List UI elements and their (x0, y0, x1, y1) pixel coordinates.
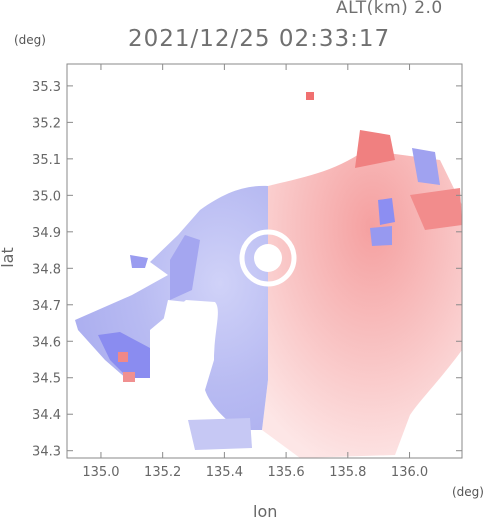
receding-echo-region (262, 150, 462, 458)
blue-small-cell (130, 255, 148, 268)
south-blue-patch (188, 418, 252, 450)
blue-embedded-cell-2 (370, 226, 392, 246)
y-tick-label: 34.7 (32, 299, 61, 314)
y-tick-label: 35.2 (32, 116, 61, 131)
timestamp-title: 2021/12/25 02:33:17 (128, 26, 391, 52)
y-tick-label: 35.1 (32, 153, 61, 168)
radar-center-hole (254, 244, 282, 272)
blue-streak-west (170, 235, 200, 300)
x-tick-label: 135.2 (144, 465, 181, 480)
x-tick-label: 135.6 (267, 465, 304, 480)
x-tick-label: 135.8 (329, 465, 366, 480)
y-axis-unit: (deg) (14, 33, 46, 47)
blue-embedded-cell-3 (412, 148, 440, 185)
red-small-cell-sw (118, 352, 128, 362)
x-axis-unit: (deg) (452, 485, 484, 499)
y-tick-label: 34.9 (32, 226, 61, 241)
y-tick-label: 34.6 (32, 335, 61, 350)
blue-embedded-cell-1 (378, 198, 395, 225)
y-tick-label: 34.4 (32, 408, 61, 423)
red-small-cell-sw2 (123, 372, 135, 382)
red-small-cell-n (306, 92, 314, 100)
x-tick-label: 136.0 (391, 465, 428, 480)
y-tick-label: 34.5 (32, 372, 61, 387)
altitude-label: ALT(km) 2.0 (336, 0, 443, 18)
strong-red-cell-north (355, 130, 395, 168)
axis-ticks: 135.0 135.2 135.4 135.6 135.8 136.0 34.3 34.4 34… (32, 64, 462, 480)
x-tick-label: 135.4 (206, 465, 243, 480)
x-tick-label: 135.0 (82, 465, 119, 480)
y-tick-label: 34.3 (32, 445, 61, 460)
data-gap-west (160, 300, 215, 365)
x-axis-label: lon (253, 502, 278, 521)
echo-field (75, 92, 462, 458)
strong-red-band (410, 188, 462, 230)
radar-center-ring (239, 229, 297, 287)
y-tick-label: 34.8 (32, 262, 61, 277)
y-tick-label: 35.0 (32, 189, 61, 204)
y-tick-label: 35.3 (32, 80, 61, 95)
plot-frame (66, 63, 463, 459)
